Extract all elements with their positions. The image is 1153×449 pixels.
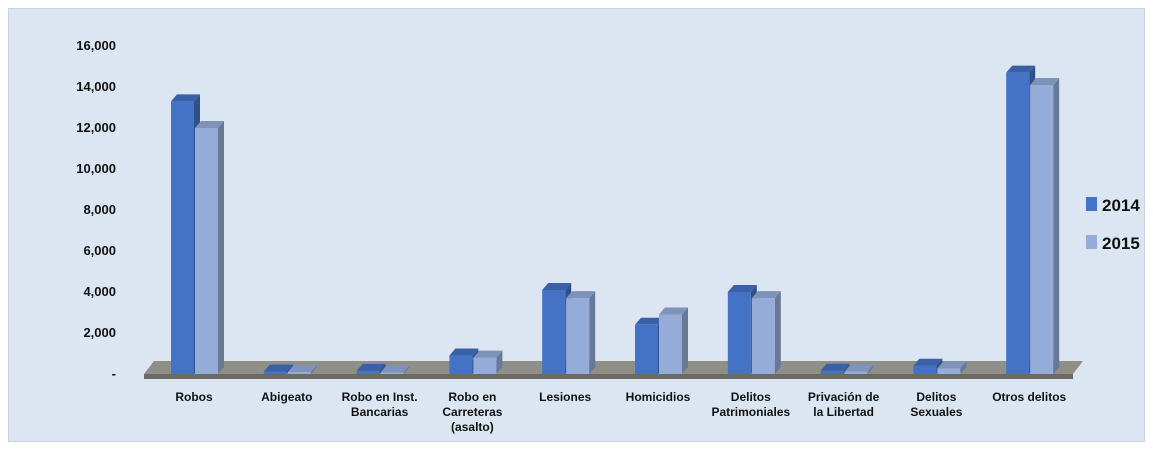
bar-2014 bbox=[635, 324, 658, 374]
y-tick-label: 6,000 bbox=[83, 243, 116, 258]
bar-top-2015 bbox=[195, 121, 224, 128]
x-tick-label: Robo en Inst. bbox=[342, 390, 418, 404]
bar-2015 bbox=[937, 368, 961, 374]
bar-top-2015 bbox=[751, 291, 781, 299]
bar-2015 bbox=[287, 371, 311, 374]
x-tick-label: Lesiones bbox=[539, 390, 591, 404]
y-tick-label: 8,000 bbox=[83, 202, 116, 217]
legend-swatch-2014 bbox=[1086, 197, 1097, 211]
bar-2014 bbox=[263, 371, 287, 374]
x-tick-label: Bancarias bbox=[351, 405, 409, 419]
x-tick-label: Robos bbox=[175, 390, 213, 404]
bar-top-2014 bbox=[820, 363, 850, 371]
bar-side-2015 bbox=[310, 364, 317, 374]
bar-top-2015 bbox=[1030, 77, 1060, 85]
x-tick-label: Abigeato bbox=[261, 390, 312, 404]
bar-side-2015 bbox=[496, 350, 503, 374]
bar-top-2014 bbox=[1006, 65, 1036, 73]
chart-panel: - 2,000 4,000 6,000 8,000 10,000 12,000 14,000 1… bbox=[8, 8, 1145, 442]
bar-side-2015 bbox=[960, 361, 967, 374]
bar-top-2014 bbox=[263, 364, 293, 372]
bar-chart-3d: - 2,000 4,000 6,000 8,000 10,000 12,000 14,000 1… bbox=[76, 38, 1140, 434]
bar-2015 bbox=[195, 128, 218, 374]
x-tick-label: Delitos bbox=[916, 390, 956, 404]
x-tick-label: Otros delitos bbox=[992, 390, 1066, 404]
bar-top-2014 bbox=[542, 282, 572, 290]
bar-top-2015 bbox=[287, 364, 317, 372]
x-tick-label: Patrimoniales bbox=[711, 405, 790, 419]
x-tick-label: (asalto) bbox=[451, 420, 494, 434]
bar-side-2015 bbox=[1053, 77, 1060, 374]
x-tick-label: Carreteras bbox=[442, 405, 502, 419]
bar-2015 bbox=[751, 298, 775, 374]
x-tick-label: Robo en bbox=[448, 390, 496, 404]
x-tick-label: Privación de bbox=[808, 390, 880, 404]
bar-side-2015 bbox=[403, 365, 410, 374]
chart-floor-edge bbox=[144, 374, 1073, 379]
legend-swatch-2015 bbox=[1086, 235, 1097, 249]
bar-side-2014 bbox=[379, 363, 386, 374]
bar-side-2015 bbox=[589, 291, 596, 374]
bar-2014 bbox=[356, 370, 380, 374]
y-tick-label: - bbox=[112, 366, 116, 381]
x-tick-label: Homicidios bbox=[626, 390, 691, 404]
bar-2014 bbox=[727, 292, 751, 374]
y-tick-label: 12,000 bbox=[76, 120, 116, 135]
bar-side-2015 bbox=[867, 364, 874, 374]
bar-2015 bbox=[566, 298, 590, 374]
bar-2014 bbox=[449, 355, 473, 374]
bar-side-2015 bbox=[682, 307, 688, 374]
bar-2014 bbox=[913, 365, 937, 374]
legend-label-2014: 2014 bbox=[1102, 196, 1140, 215]
bar-top-2015 bbox=[659, 307, 688, 315]
x-tick-label: la Libertad bbox=[813, 405, 874, 419]
bar-top-2015 bbox=[844, 364, 874, 372]
bar-2014 bbox=[171, 101, 194, 374]
bar-2014 bbox=[1006, 72, 1030, 375]
bar-top-2015 bbox=[566, 291, 596, 299]
y-tick-label: 14,000 bbox=[76, 79, 116, 94]
bar-top-2015 bbox=[473, 350, 503, 358]
bar-2015 bbox=[380, 372, 404, 374]
bar-2014 bbox=[820, 370, 844, 374]
bar-top-2014 bbox=[635, 317, 664, 325]
y-tick-label: 2,000 bbox=[83, 325, 116, 340]
bar-top-2014 bbox=[171, 94, 200, 102]
bar-2015 bbox=[1030, 84, 1054, 374]
legend-label-2015: 2015 bbox=[1102, 234, 1140, 253]
bar-top-2014 bbox=[727, 285, 757, 292]
y-tick-label: 16,000 bbox=[76, 38, 116, 53]
bar-top-2015 bbox=[937, 361, 967, 369]
bar-2014 bbox=[542, 289, 566, 374]
bar-2015 bbox=[473, 357, 497, 374]
bar-top-2014 bbox=[913, 358, 943, 366]
y-tick-label: 4,000 bbox=[83, 284, 116, 299]
x-tick-label: Sexuales bbox=[910, 405, 962, 419]
bar-top-2014 bbox=[449, 348, 479, 356]
bar-side-2015 bbox=[218, 121, 224, 374]
bar-2015 bbox=[844, 371, 868, 374]
y-tick-label: 10,000 bbox=[76, 161, 116, 176]
bar-top-2014 bbox=[356, 363, 386, 371]
bar-top-2015 bbox=[380, 365, 410, 373]
bar-2015 bbox=[659, 314, 682, 374]
bar-side-2015 bbox=[774, 291, 781, 374]
x-tick-label: Delitos bbox=[731, 390, 771, 404]
